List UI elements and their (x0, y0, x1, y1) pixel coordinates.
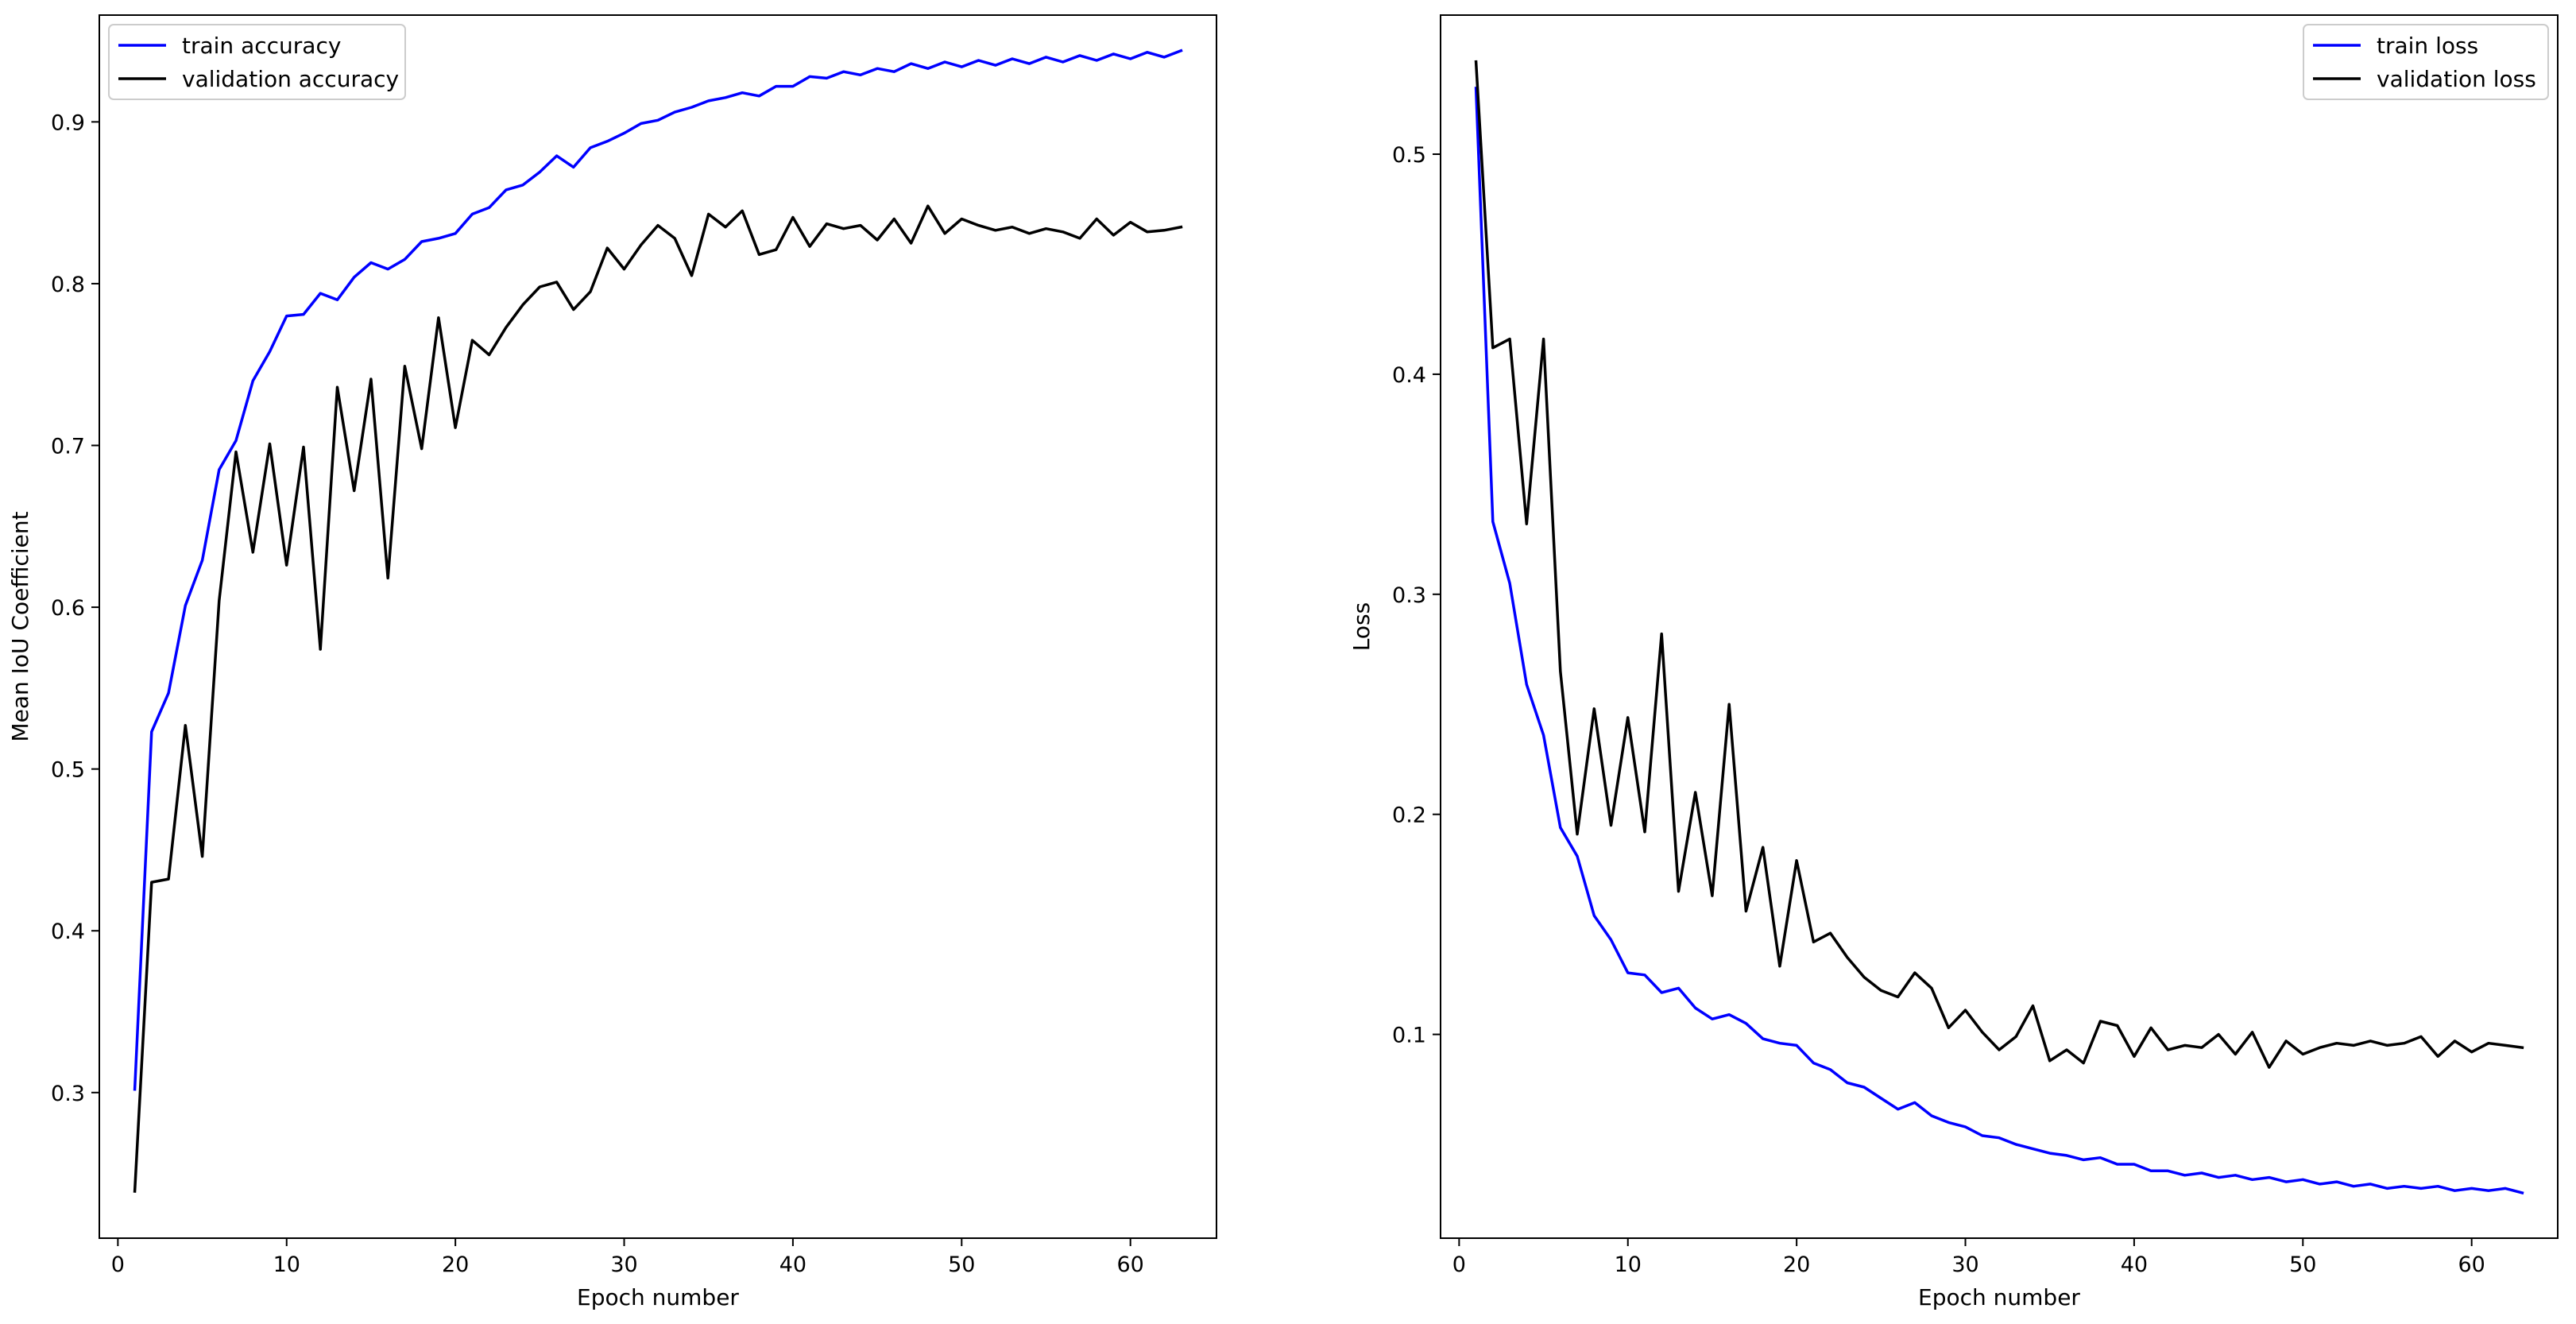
accuracy-y-tick-label: 0.7 (51, 435, 85, 459)
loss-y-tick-label: 0.5 (1392, 143, 1426, 168)
accuracy-y-tick-label: 0.9 (51, 110, 85, 135)
loss-x-tick-label: 50 (2289, 1252, 2316, 1277)
accuracy-x-tick-label: 10 (273, 1252, 300, 1277)
accuracy-y-tick-label: 0.5 (51, 758, 85, 783)
accuracy-x-tick-label: 50 (948, 1252, 975, 1277)
accuracy-y-tick-label: 0.4 (51, 919, 85, 944)
accuracy-legend-label-validation: validation accuracy (182, 66, 399, 92)
loss-y-tick-label: 0.2 (1392, 803, 1426, 828)
loss-x-tick-label: 30 (1951, 1252, 1978, 1277)
loss-plot-frame (1440, 14, 2559, 1239)
accuracy-y-axis-label: Mean IoU Coefficient (7, 511, 33, 741)
loss-legend-label-train: train loss (2377, 33, 2478, 59)
loss-y-tick-label: 0.1 (1392, 1024, 1426, 1048)
accuracy-chart: 0 10 20 30 40 50 60 0.3 0.4 0.5 0.6 0.7 0.8 0.9 Epoch… (7, 14, 1217, 1310)
accuracy-y-tick-label: 0.8 (51, 273, 85, 297)
loss-legend-label-validation: validation loss (2377, 66, 2536, 92)
accuracy-y-tick-label: 0.6 (51, 596, 85, 621)
loss-y-tick-label: 0.4 (1392, 363, 1426, 388)
accuracy-series-train-line (133, 48, 1183, 1091)
loss-series-validation-line (1474, 60, 2524, 1069)
loss-legend-box (2303, 24, 2549, 100)
loss-series-train-line (1474, 87, 2524, 1195)
loss-x-tick-label: 0 (1452, 1252, 1466, 1277)
loss-y-tick-label: 0.3 (1392, 583, 1426, 608)
accuracy-x-tick-label: 20 (442, 1252, 469, 1277)
accuracy-plot-lines (133, 48, 1183, 1193)
accuracy-series-validation-line (133, 204, 1183, 1193)
accuracy-x-axis-label: Epoch number (577, 1284, 739, 1310)
loss-x-tick-label: 40 (2121, 1252, 2148, 1277)
accuracy-y-tick-label: 0.3 (51, 1082, 85, 1106)
accuracy-legend-box (108, 24, 406, 100)
accuracy-plot-frame (99, 14, 1217, 1239)
loss-y-axis-label: Loss (1348, 602, 1375, 651)
loss-axis-ticks: 0 10 20 30 40 50 60 0.1 0.2 0.3 0.4 0.5 (1392, 143, 2485, 1277)
loss-plot-lines (1474, 60, 2524, 1195)
loss-x-tick-label: 10 (1615, 1252, 1642, 1277)
accuracy-x-tick-label: 40 (779, 1252, 806, 1277)
loss-x-tick-label: 60 (2458, 1252, 2485, 1277)
loss-x-tick-label: 20 (1783, 1252, 1810, 1277)
loss-legend: train loss validation loss (2303, 24, 2549, 100)
accuracy-legend: train accuracy validation accuracy (108, 24, 406, 100)
accuracy-x-tick-label: 0 (111, 1252, 125, 1277)
accuracy-axis-ticks: 0 10 20 30 40 50 60 0.3 0.4 0.5 0.6 0.7 0.8 0.9 (51, 110, 1144, 1277)
accuracy-legend-label-train: train accuracy (182, 33, 341, 59)
loss-chart: 0 10 20 30 40 50 60 0.1 0.2 0.3 0.4 0.5 Epoch numbe… (1348, 14, 2559, 1310)
accuracy-x-tick-label: 30 (610, 1252, 637, 1277)
loss-x-axis-label: Epoch number (1918, 1284, 2080, 1310)
accuracy-x-tick-label: 60 (1117, 1252, 1144, 1277)
